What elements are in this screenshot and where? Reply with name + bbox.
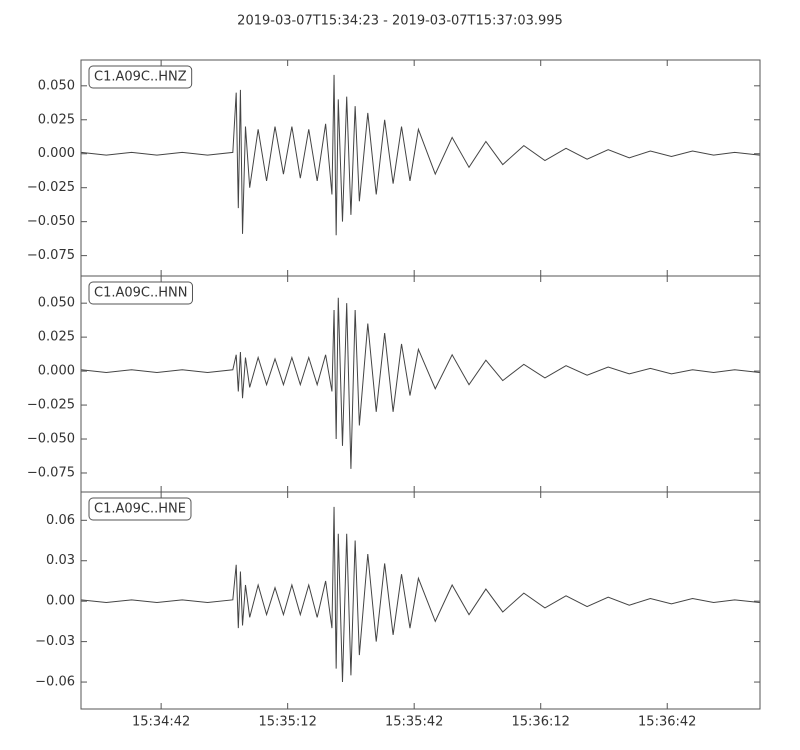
trace-label: C1.A09C..HNN bbox=[94, 286, 187, 301]
x-tick-label: 15:36:42 bbox=[638, 715, 696, 730]
figure-title: 2019-03-07T15:34:23 - 2019-03-07T15:37:0… bbox=[237, 14, 563, 29]
trace-label: C1.A09C..HNE bbox=[94, 502, 186, 517]
y-tick-label: 0.00 bbox=[46, 594, 75, 609]
y-tick-label: 0.025 bbox=[38, 112, 75, 127]
waveform bbox=[81, 506, 760, 683]
trace-label-box bbox=[88, 497, 192, 521]
y-tick-label: −0.075 bbox=[27, 465, 75, 480]
waveform bbox=[81, 74, 760, 236]
panel-frame bbox=[80, 491, 761, 710]
y-tick-label: −0.06 bbox=[35, 675, 75, 690]
trace-label-box bbox=[88, 281, 193, 305]
panel bbox=[81, 506, 760, 683]
panel bbox=[81, 297, 760, 469]
x-tick-label: 15:35:42 bbox=[385, 715, 443, 730]
trace-label-box bbox=[88, 65, 193, 89]
x-tick-label: 15:36:12 bbox=[512, 715, 570, 730]
y-tick-label: −0.050 bbox=[27, 214, 75, 229]
y-tick-label: 0.000 bbox=[38, 146, 75, 161]
y-tick-label: 0.050 bbox=[38, 78, 75, 93]
y-tick-label: −0.075 bbox=[27, 248, 75, 263]
y-tick-label: −0.025 bbox=[27, 180, 75, 195]
y-tick-label: −0.050 bbox=[27, 432, 75, 447]
y-tick-label: −0.03 bbox=[35, 634, 75, 649]
panel-frame bbox=[80, 275, 761, 493]
panel-frame bbox=[80, 59, 761, 277]
waveform bbox=[81, 297, 760, 469]
x-tick-label: 15:34:42 bbox=[132, 715, 190, 730]
panel bbox=[81, 74, 760, 236]
y-tick-label: 0.03 bbox=[46, 553, 75, 568]
y-tick-label: 0.050 bbox=[38, 296, 75, 311]
trace-label: C1.A09C..HNZ bbox=[94, 70, 187, 85]
y-tick-label: 0.06 bbox=[46, 513, 75, 528]
x-tick-label: 15:35:12 bbox=[258, 715, 316, 730]
y-tick-label: 0.025 bbox=[38, 330, 75, 345]
y-tick-label: −0.025 bbox=[27, 398, 75, 413]
y-tick-label: 0.000 bbox=[38, 364, 75, 379]
